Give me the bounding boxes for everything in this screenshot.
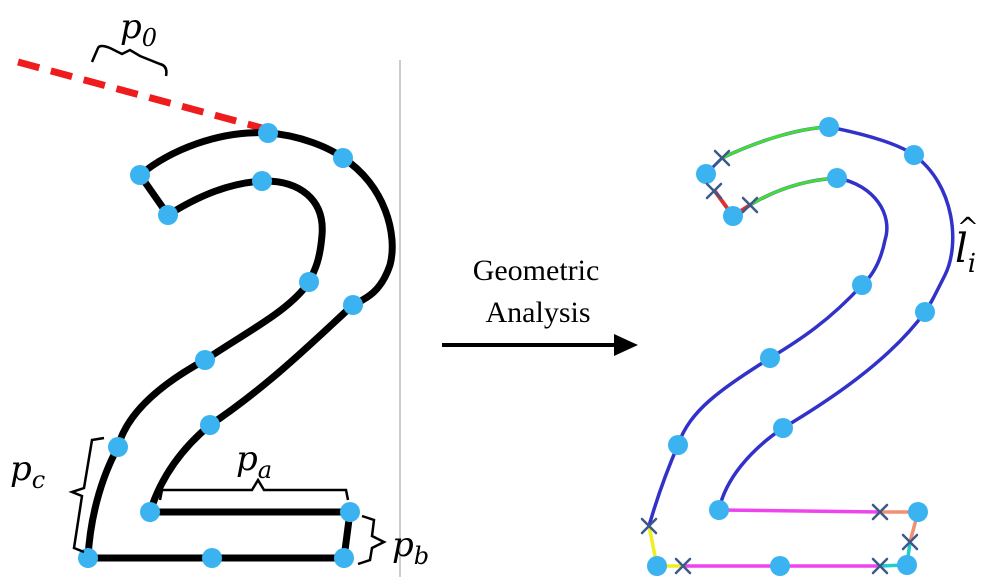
- cross-mark: [741, 196, 759, 214]
- label-pc: pc: [10, 449, 45, 494]
- cross-mark: [674, 557, 692, 575]
- point: [108, 437, 128, 457]
- point: [897, 555, 917, 575]
- point: [195, 350, 215, 370]
- cross-markers: [640, 149, 919, 575]
- cross-mark: [640, 517, 658, 535]
- curve-inner-green: [749, 176, 838, 207]
- arrow-label-line1: Geometric: [473, 254, 600, 287]
- label-p0: p0: [120, 7, 157, 52]
- base-top-magenta: [718, 508, 881, 514]
- point: [852, 275, 872, 295]
- label-pa: pa: [236, 439, 272, 484]
- curve-inner-green-highlight: [749, 176, 838, 207]
- point: [299, 272, 319, 292]
- point: [343, 295, 363, 315]
- point: [709, 500, 729, 520]
- analysis-arrow: Geometric Analysis: [442, 254, 638, 356]
- label-pb: pb: [392, 525, 429, 570]
- curve-top-green-highlight: [721, 125, 830, 160]
- curve-top-green: [721, 125, 830, 160]
- point: [158, 205, 178, 225]
- arrow-label-line2: Analysis: [486, 296, 591, 329]
- point: [200, 415, 220, 435]
- ray-dashed-line: [17, 58, 263, 132]
- cross-mark: [901, 533, 919, 551]
- point: [668, 435, 688, 455]
- right-points: [647, 117, 935, 576]
- point: [333, 148, 353, 168]
- point: [723, 206, 743, 226]
- point: [827, 168, 847, 188]
- point: [78, 548, 98, 568]
- point: [334, 548, 354, 568]
- cross-mark: [871, 557, 889, 575]
- point: [760, 348, 780, 368]
- cross-mark: [871, 503, 889, 521]
- point: [202, 548, 222, 568]
- left-panel: p0 pa pb pc: [10, 7, 429, 570]
- point: [647, 556, 667, 576]
- cross-mark: [713, 149, 731, 167]
- point: [904, 145, 924, 165]
- point: [908, 502, 928, 522]
- left-points: [78, 123, 363, 568]
- cross-mark: [705, 182, 723, 200]
- point: [819, 117, 839, 137]
- point: [340, 502, 360, 522]
- label-li: li: [955, 226, 976, 279]
- brace-pc: [68, 436, 105, 554]
- point: [140, 502, 160, 522]
- point: [915, 302, 935, 322]
- right-panel: li ^: [640, 117, 979, 576]
- point: [770, 556, 790, 576]
- brace-pa: [158, 477, 350, 501]
- point: [130, 165, 150, 185]
- arrow-head: [614, 334, 638, 356]
- point: [252, 171, 272, 191]
- brace-p0: [90, 44, 168, 77]
- point: [773, 418, 793, 438]
- brace-pb: [357, 514, 387, 566]
- point: [258, 123, 278, 143]
- label-li-hat: ^: [957, 213, 979, 243]
- point: [696, 164, 716, 184]
